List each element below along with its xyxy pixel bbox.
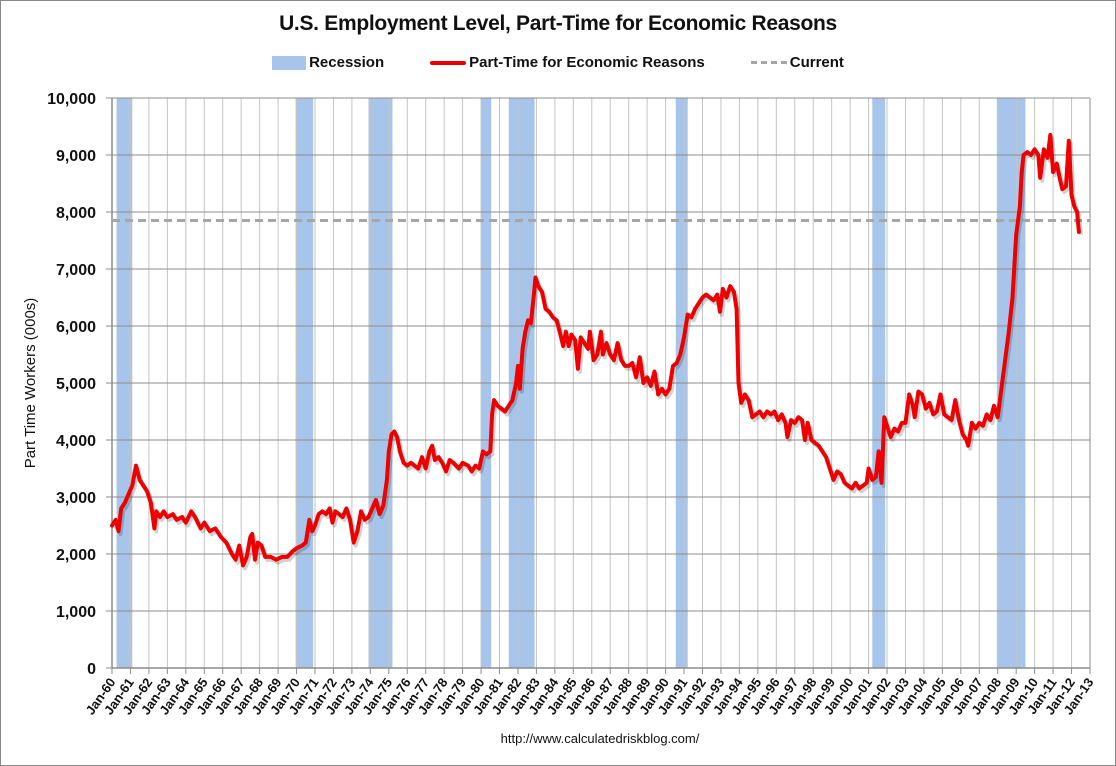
y-tick-label: 0 xyxy=(87,661,96,678)
legend-label-series: Part-Time for Economic Reasons xyxy=(469,54,705,71)
y-tick-label: 7,000 xyxy=(56,262,96,279)
legend-label-current: Current xyxy=(789,54,844,71)
series-shadow xyxy=(112,136,1083,571)
y-tick-label: 8,000 xyxy=(56,205,96,222)
y-tick-label: 1,000 xyxy=(56,604,96,621)
source-url: http://www.calculatedriskblog.com/ xyxy=(500,731,700,746)
current-dash-swatch-icon xyxy=(750,61,787,64)
y-tick-label: 4,000 xyxy=(56,433,96,450)
chart-title: U.S. Employment Level, Part-Time for Eco… xyxy=(279,12,837,35)
y-tick-label: 6,000 xyxy=(56,319,96,336)
legend-label-recession: Recession xyxy=(309,54,385,71)
y-tick-label: 5,000 xyxy=(56,376,96,393)
legend-item-recession: Recession xyxy=(272,54,384,71)
legend: Recession Part-Time for Economic Reasons… xyxy=(0,54,1116,71)
y-tick-label: 2,000 xyxy=(56,547,96,564)
recession-swatch-icon xyxy=(272,55,307,70)
y-tick-label: 10,000 xyxy=(47,91,96,108)
series-line-swatch-icon xyxy=(430,60,467,65)
legend-item-current: Current xyxy=(750,54,844,71)
y-tick-label: 3,000 xyxy=(56,490,96,507)
series-line xyxy=(110,133,1081,568)
y-tick-label: 9,000 xyxy=(56,148,96,165)
legend-item-series: Part-Time for Economic Reasons xyxy=(430,54,705,71)
